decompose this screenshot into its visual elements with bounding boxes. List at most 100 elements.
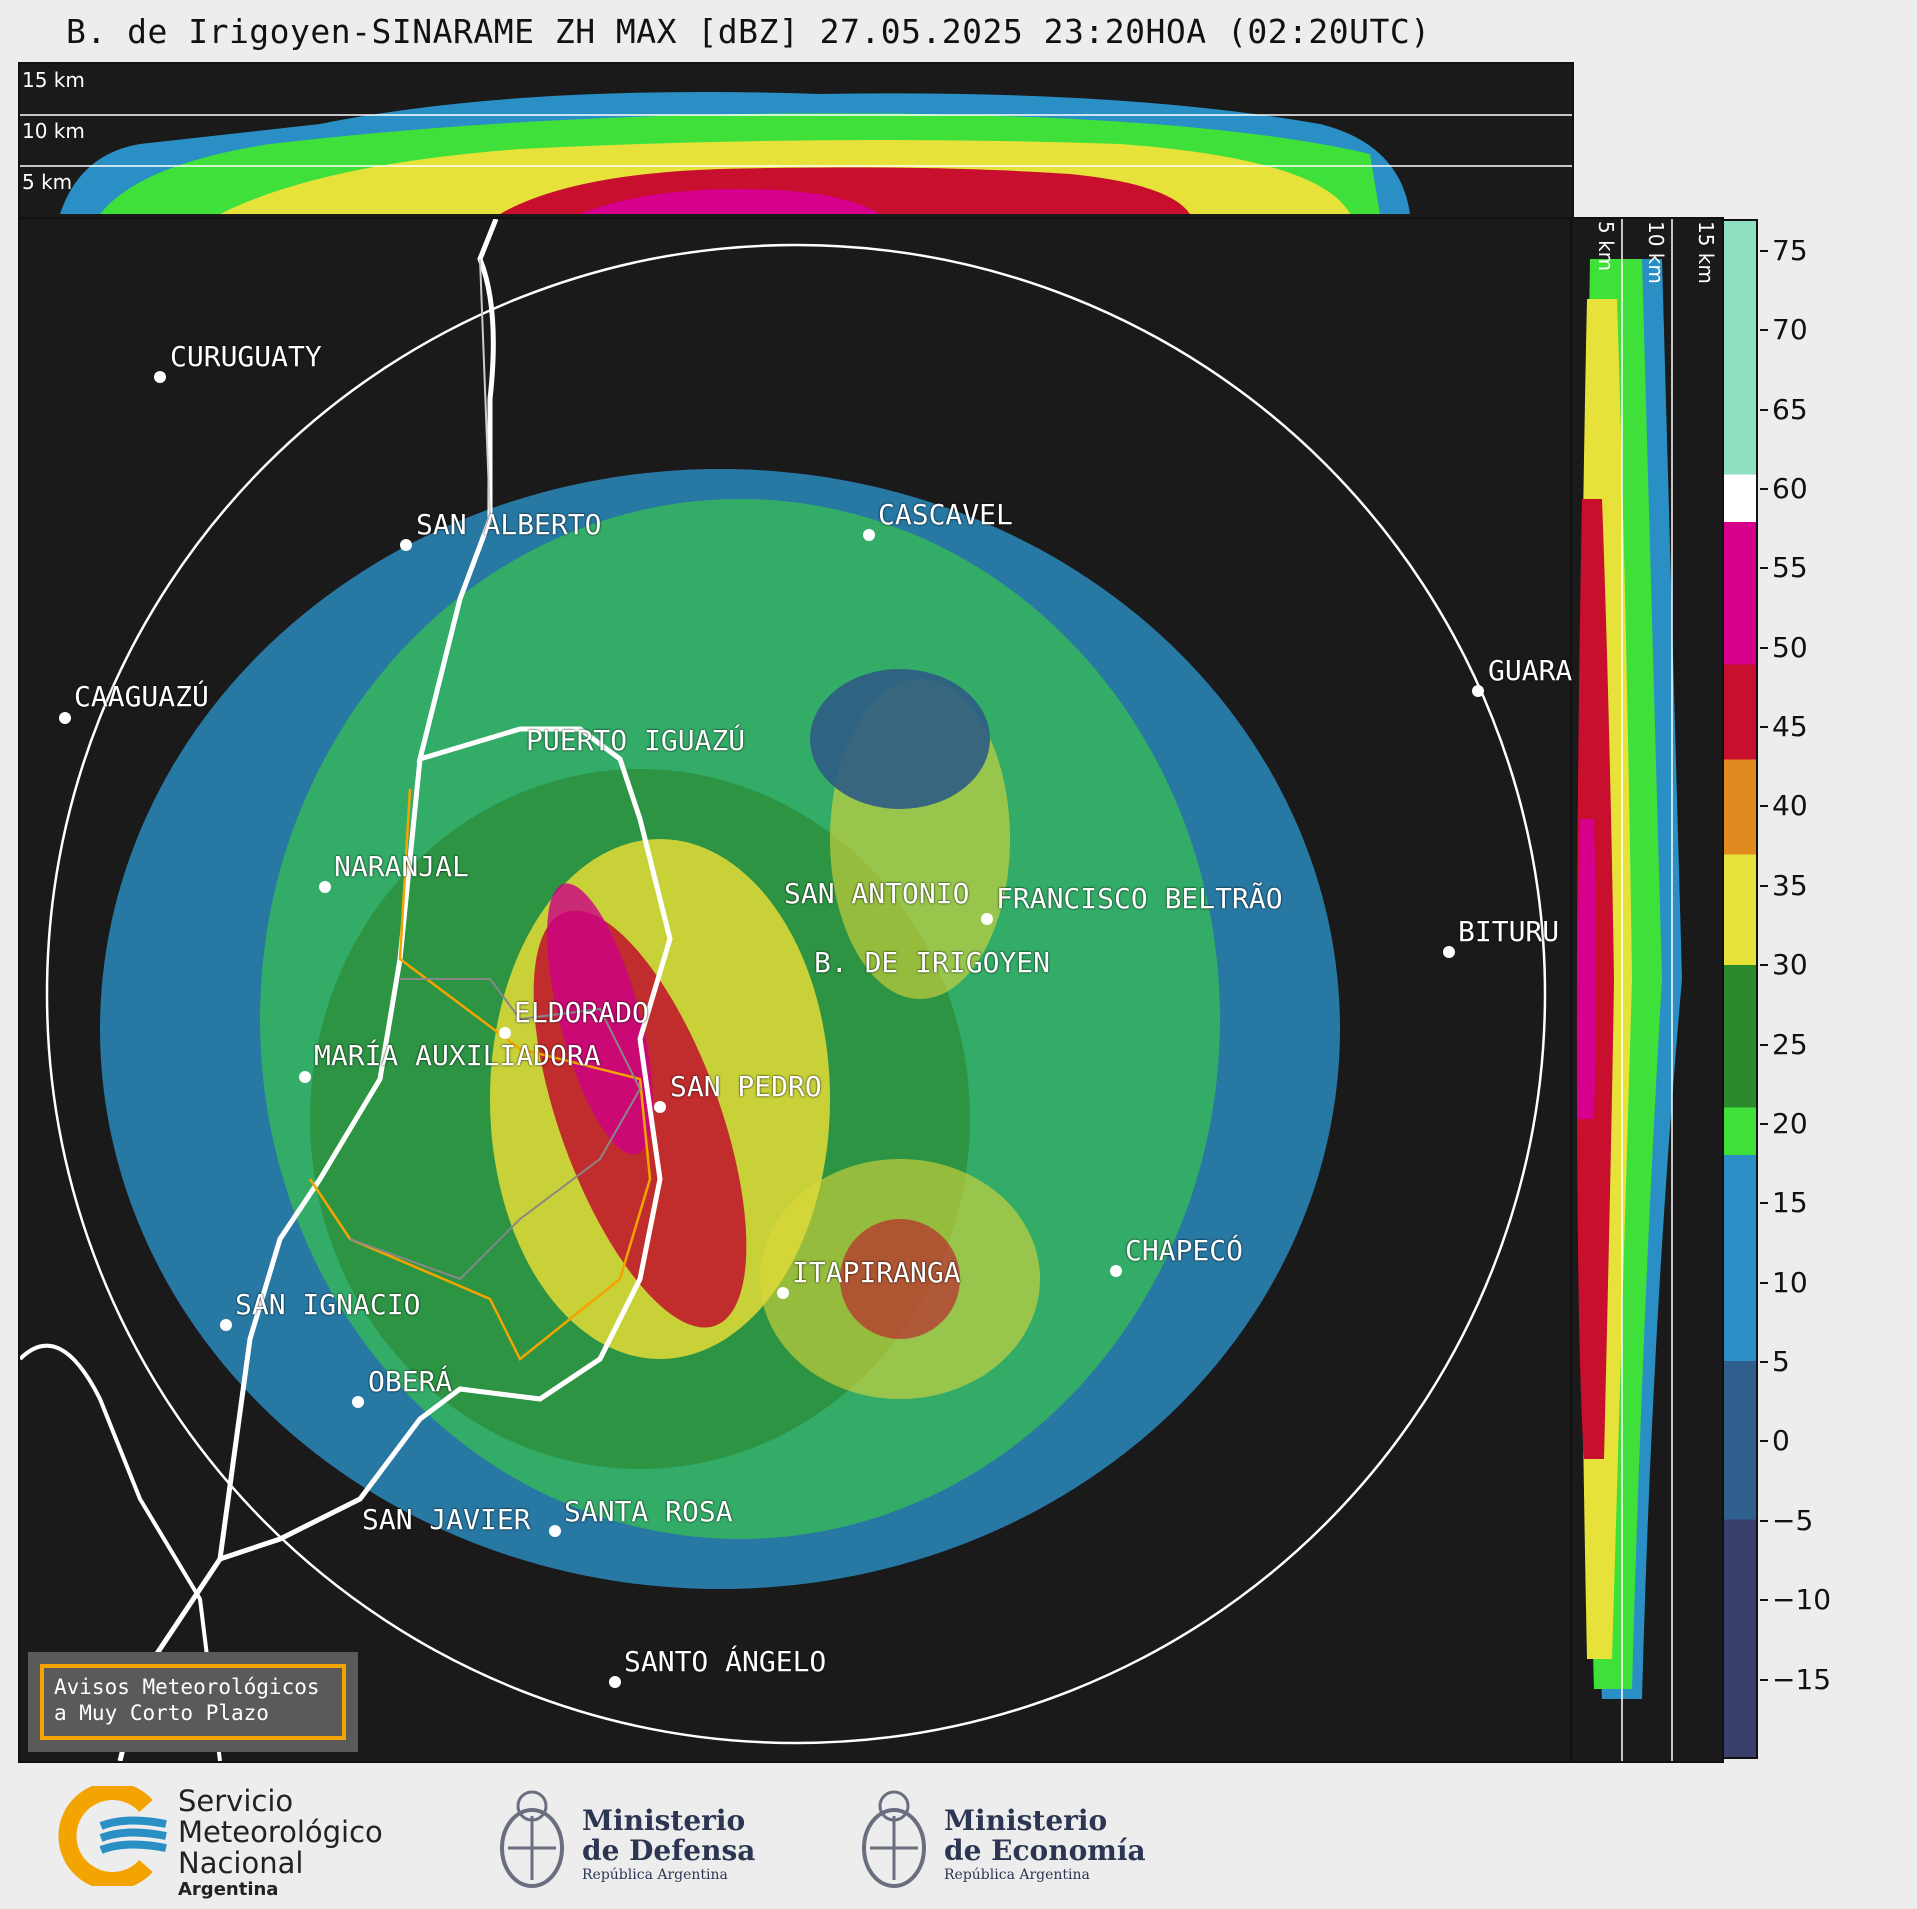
colorbar-tick bbox=[1760, 726, 1768, 729]
colorbar-tick bbox=[1760, 1440, 1768, 1443]
page-title: B. de Irigoyen-SINARAME ZH MAX [dBZ] 27.… bbox=[66, 12, 1431, 51]
colorbar-tick-label: 5 bbox=[1772, 1345, 1790, 1379]
colorbar-tick bbox=[1760, 1122, 1768, 1125]
defensa-logo-text: Ministerio de Defensa República Argentin… bbox=[582, 1804, 756, 1884]
colorbar-tick bbox=[1760, 884, 1768, 887]
top-15km-label: 15 km bbox=[22, 68, 85, 92]
city-dot-curuguaty bbox=[154, 371, 166, 383]
city-label-santa-rosa: SANTA ROSA bbox=[564, 1495, 733, 1528]
city-label-obera: OBERÁ bbox=[368, 1365, 453, 1398]
smn-logo-text: Servicio Meteorológico Nacional Argentin… bbox=[178, 1784, 383, 1901]
city-label-santo-angelo: SANTO ÁNGELO bbox=[624, 1645, 827, 1678]
city-label-guarapuava: GUARA bbox=[1488, 654, 1573, 687]
warning-box: Avisos Meteorológicos a Muy Corto Plazo bbox=[28, 1652, 358, 1752]
city-dot-obera bbox=[352, 1396, 364, 1408]
colorbar-tick bbox=[1760, 964, 1768, 967]
colorbar-tick-label: 50 bbox=[1772, 630, 1808, 664]
reflectivity-field bbox=[100, 469, 1340, 1589]
colorbar-tick-label: 60 bbox=[1772, 471, 1808, 505]
top-10km-label: 10 km bbox=[22, 119, 85, 143]
city-label-curuguaty: CURUGUATY bbox=[170, 340, 322, 373]
warning-line-1: Avisos Meteorológicos bbox=[54, 1675, 320, 1699]
colorbar-tick bbox=[1760, 1202, 1768, 1205]
side-cross-section-panel: 5 km 10 km 15 km bbox=[1570, 217, 1724, 1763]
colorbar-tick-label: 70 bbox=[1772, 313, 1808, 347]
city-dot-san-alberto bbox=[400, 539, 412, 551]
colorbar-tick bbox=[1760, 1519, 1768, 1522]
colorbar-tick-label: 45 bbox=[1772, 710, 1808, 744]
city-label-san-pedro: SAN PEDRO bbox=[670, 1070, 822, 1103]
colorbar-tick-label: 40 bbox=[1772, 789, 1808, 823]
colorbar-tick-label: 35 bbox=[1772, 868, 1808, 902]
economia-seal-icon bbox=[862, 1790, 926, 1888]
colorbar-tick-label: −5 bbox=[1772, 1503, 1814, 1537]
city-label-maria-auxiliadora: MARÍA AUXILIADORA bbox=[314, 1039, 601, 1072]
colorbar-tick-label: 10 bbox=[1772, 1265, 1808, 1299]
colorbar-tick bbox=[1760, 1043, 1768, 1046]
colorbar-tick bbox=[1760, 1599, 1768, 1602]
city-dot-santa-rosa bbox=[549, 1525, 561, 1537]
colorbar-tick bbox=[1760, 329, 1768, 332]
colorbar-tick bbox=[1760, 805, 1768, 808]
city-dot-francisco-beltrao bbox=[981, 913, 993, 925]
city-label-san-javier: SAN JAVIER bbox=[362, 1503, 531, 1536]
city-dot-bituruna bbox=[1443, 946, 1455, 958]
city-label-eldorado: ELDORADO bbox=[514, 996, 649, 1029]
side-cross-section-plot bbox=[1576, 219, 1682, 1761]
colorbar-tick-label: 75 bbox=[1772, 233, 1808, 267]
city-label-san-alberto: SAN ALBERTO bbox=[416, 508, 602, 541]
city-label-itapiranga: ITAPIRANGA bbox=[792, 1256, 961, 1289]
top-cross-section-panel: 15 km 10 km 5 km bbox=[18, 62, 1574, 220]
economia-logo-text: Ministerio de Economía República Argenti… bbox=[944, 1804, 1146, 1884]
city-dot-guarapuava bbox=[1472, 685, 1484, 697]
colorbar-tick-label: 0 bbox=[1772, 1424, 1790, 1458]
colorbar-tick bbox=[1760, 1678, 1768, 1681]
smn-logo-icon bbox=[58, 1786, 167, 1886]
colorbar-tick bbox=[1760, 1361, 1768, 1364]
defensa-seal-icon bbox=[500, 1790, 564, 1888]
colorbar-tick bbox=[1760, 567, 1768, 570]
city-label-francisco-beltrao: FRANCISCO BELTRÃO bbox=[996, 882, 1283, 915]
colorbar-tick-label: −10 bbox=[1772, 1583, 1832, 1617]
colorbar-tick-label: 15 bbox=[1772, 1186, 1808, 1220]
radar-map-panel bbox=[18, 217, 1574, 1763]
warning-line-2: a Muy Corto Plazo bbox=[54, 1701, 269, 1725]
city-dot-caaguazu bbox=[59, 712, 71, 724]
colorbar-tick bbox=[1760, 1281, 1768, 1284]
city-dot-san-pedro bbox=[654, 1101, 666, 1113]
city-dot-chapeco bbox=[1110, 1265, 1122, 1277]
city-dot-itapiranga bbox=[777, 1287, 789, 1299]
city-dot-naranjal bbox=[319, 881, 331, 893]
side-15km-label: 15 km bbox=[1694, 221, 1718, 284]
city-label-cascavel: CASCAVEL bbox=[878, 498, 1013, 531]
city-dot-san-ignacio bbox=[220, 1319, 232, 1331]
colorbar-tick-label: −15 bbox=[1772, 1662, 1832, 1696]
city-label-san-ignacio: SAN IGNACIO bbox=[235, 1288, 421, 1321]
colorbar-tick-label: 30 bbox=[1772, 948, 1808, 982]
colorbar-tick bbox=[1760, 249, 1768, 252]
range-ring bbox=[45, 243, 1547, 1745]
city-label-naranjal: NARANJAL bbox=[334, 850, 469, 883]
city-label-san-antonio: SAN ANTONIO bbox=[784, 877, 970, 910]
city-dot-eldorado bbox=[499, 1027, 511, 1039]
city-label-caaguazu: CAAGUAZÚ bbox=[74, 680, 209, 713]
colorbar-tick bbox=[1760, 646, 1768, 649]
colorbar-tick-label: 65 bbox=[1772, 392, 1808, 426]
city-dot-santo-angelo bbox=[609, 1676, 621, 1688]
city-label-bituruna: BITURU bbox=[1458, 915, 1560, 948]
top-5km-label: 5 km bbox=[22, 170, 73, 194]
top-cross-section-plot bbox=[20, 92, 1572, 214]
radar-map bbox=[20, 219, 1547, 1761]
colorbar-tick-label: 20 bbox=[1772, 1106, 1808, 1140]
province-border bbox=[308, 788, 652, 1361]
city-label-b-de-irigoyen: B. DE IRIGOYEN bbox=[814, 946, 1051, 979]
colorbar-tick bbox=[1760, 487, 1768, 490]
side-5km-label: 5 km bbox=[1594, 221, 1618, 272]
colorbar-tick bbox=[1760, 408, 1768, 411]
colorbar-tick-label: 55 bbox=[1772, 551, 1808, 585]
colorbar bbox=[1722, 219, 1758, 1759]
city-dot-maria-auxiliadora bbox=[299, 1071, 311, 1083]
colorbar-tick-label: 25 bbox=[1772, 1027, 1808, 1061]
city-dot-cascavel bbox=[863, 529, 875, 541]
city-label-puerto-iguazu: PUERTO IGUAZÚ bbox=[526, 724, 746, 757]
